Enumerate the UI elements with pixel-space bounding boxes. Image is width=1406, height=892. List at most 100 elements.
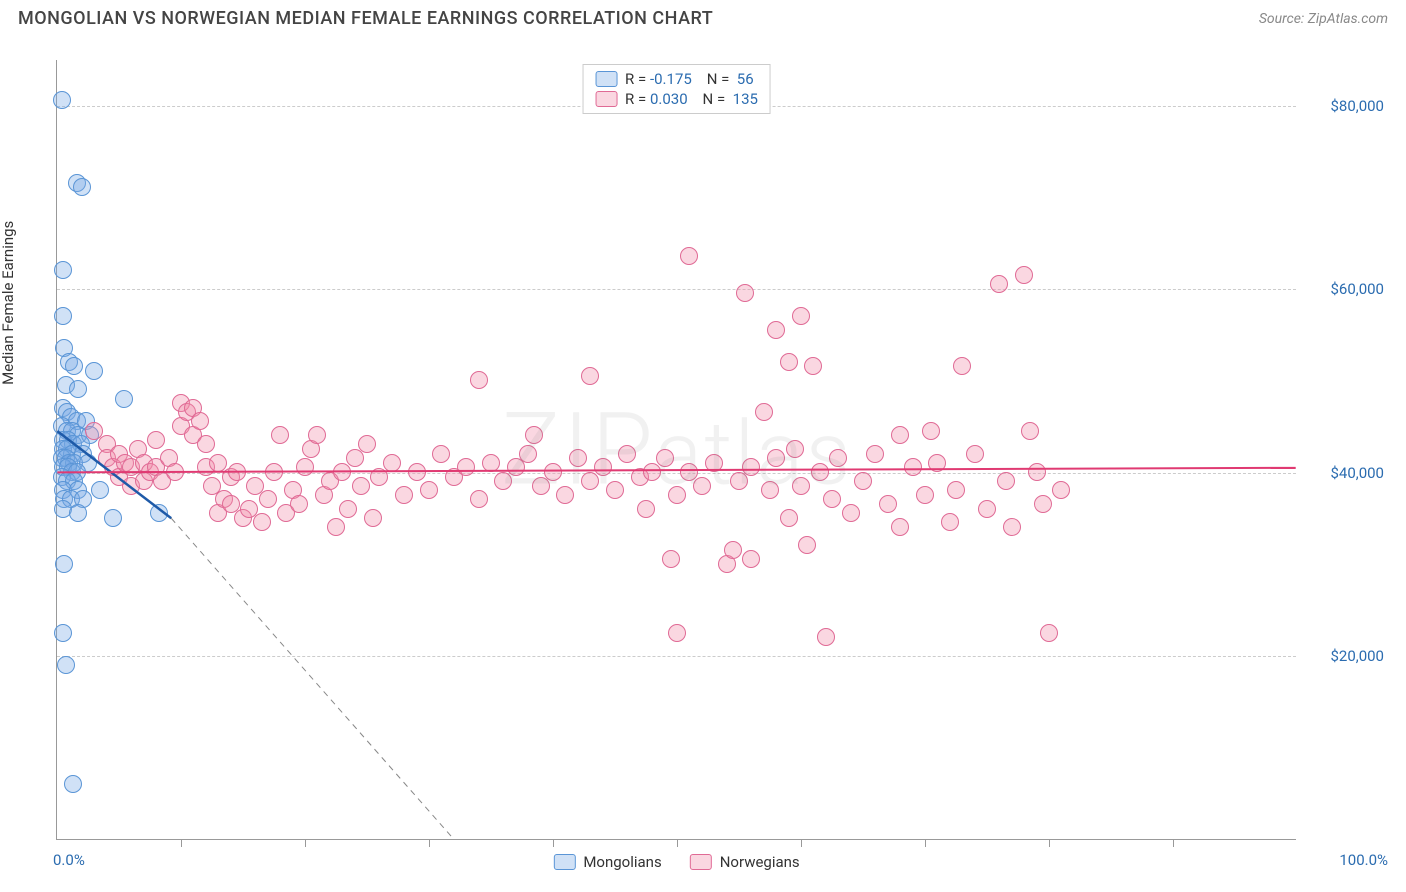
scatter-point bbox=[817, 628, 835, 646]
scatter-point bbox=[228, 463, 246, 481]
scatter-point bbox=[1003, 518, 1021, 536]
scatter-point bbox=[953, 357, 971, 375]
scatter-point bbox=[54, 261, 72, 279]
scatter-point bbox=[761, 481, 779, 499]
correlation-legend: R = -0.175 N = 56 R = 0.030 N = 135 bbox=[582, 64, 771, 114]
scatter-point bbox=[69, 380, 87, 398]
x-axis-min-label: 0.0% bbox=[53, 851, 85, 869]
scatter-point bbox=[990, 275, 1008, 293]
scatter-point bbox=[544, 463, 562, 481]
scatter-point bbox=[265, 463, 283, 481]
scatter-point bbox=[637, 500, 655, 518]
scatter-point bbox=[327, 518, 345, 536]
scatter-point bbox=[358, 435, 376, 453]
scatter-point bbox=[742, 458, 760, 476]
scatter-point bbox=[643, 463, 661, 481]
y-axis-label: Median Female Earnings bbox=[0, 221, 17, 385]
scatter-point bbox=[339, 500, 357, 518]
scatter-point bbox=[470, 371, 488, 389]
x-axis-max-label: 100.0% bbox=[1339, 851, 1388, 869]
scatter-point bbox=[64, 775, 82, 793]
scatter-point bbox=[346, 449, 364, 467]
scatter-point bbox=[290, 495, 308, 513]
scatter-point bbox=[525, 426, 543, 444]
scatter-point bbox=[54, 624, 72, 642]
x-tick bbox=[677, 839, 678, 847]
scatter-point bbox=[197, 435, 215, 453]
x-tick bbox=[181, 839, 182, 847]
scatter-point bbox=[166, 463, 184, 481]
legend-swatch-norwegians-b bbox=[690, 854, 712, 870]
scatter-point bbox=[941, 513, 959, 531]
scatter-point bbox=[408, 463, 426, 481]
scatter-point bbox=[352, 477, 370, 495]
y-tick-label: $60,000 bbox=[1304, 280, 1384, 298]
scatter-point bbox=[680, 247, 698, 265]
trend-lines-layer bbox=[57, 60, 1296, 839]
gridline bbox=[57, 656, 1296, 657]
scatter-point bbox=[91, 481, 109, 499]
x-tick bbox=[429, 839, 430, 847]
x-tick bbox=[1173, 839, 1174, 847]
x-tick bbox=[553, 839, 554, 847]
scatter-point bbox=[73, 178, 91, 196]
scatter-point bbox=[420, 481, 438, 499]
chart-source: Source: ZipAtlas.com bbox=[1259, 11, 1388, 27]
scatter-point bbox=[115, 390, 133, 408]
scatter-point bbox=[904, 458, 922, 476]
scatter-point bbox=[662, 550, 680, 568]
scatter-point bbox=[879, 495, 897, 513]
scatter-point bbox=[811, 463, 829, 481]
scatter-point bbox=[866, 445, 884, 463]
legend-text-norwegians: R = 0.030 N = 135 bbox=[625, 90, 758, 108]
scatter-point bbox=[767, 321, 785, 339]
scatter-point bbox=[829, 449, 847, 467]
scatter-point bbox=[767, 449, 785, 467]
scatter-point bbox=[922, 422, 940, 440]
scatter-point bbox=[916, 486, 934, 504]
gridline bbox=[57, 289, 1296, 290]
scatter-point bbox=[271, 426, 289, 444]
scatter-point bbox=[370, 468, 388, 486]
chart-container: Median Female Earnings ZIPatlas R = -0.1… bbox=[18, 44, 1388, 872]
scatter-point bbox=[104, 509, 122, 527]
scatter-point bbox=[532, 477, 550, 495]
legend-item-mongolians: Mongolians bbox=[553, 853, 661, 871]
scatter-point bbox=[736, 284, 754, 302]
scatter-point bbox=[364, 509, 382, 527]
scatter-point bbox=[1040, 624, 1058, 642]
scatter-point bbox=[1052, 481, 1070, 499]
scatter-point bbox=[928, 454, 946, 472]
scatter-point bbox=[147, 431, 165, 449]
scatter-point bbox=[57, 656, 75, 674]
scatter-point bbox=[53, 91, 71, 109]
scatter-point bbox=[54, 307, 72, 325]
series-legend: Mongolians Norwegians bbox=[553, 853, 799, 871]
scatter-point bbox=[724, 541, 742, 559]
scatter-point bbox=[556, 486, 574, 504]
scatter-point bbox=[1034, 495, 1052, 513]
scatter-point bbox=[1015, 266, 1033, 284]
legend-swatch-mongolians bbox=[595, 71, 617, 87]
scatter-point bbox=[1028, 463, 1046, 481]
scatter-point bbox=[854, 472, 872, 490]
scatter-point bbox=[798, 536, 816, 554]
scatter-point bbox=[891, 518, 909, 536]
scatter-point bbox=[65, 357, 83, 375]
scatter-point bbox=[618, 445, 636, 463]
scatter-point bbox=[792, 307, 810, 325]
legend-row-series2: R = 0.030 N = 135 bbox=[595, 89, 758, 109]
scatter-point bbox=[947, 481, 965, 499]
scatter-point bbox=[55, 555, 73, 573]
y-tick-label: $40,000 bbox=[1304, 464, 1384, 482]
legend-row-series1: R = -0.175 N = 56 bbox=[595, 69, 758, 89]
scatter-point bbox=[606, 481, 624, 499]
scatter-point bbox=[395, 486, 413, 504]
scatter-point bbox=[792, 477, 810, 495]
x-tick bbox=[925, 839, 926, 847]
scatter-point bbox=[432, 445, 450, 463]
scatter-point bbox=[191, 412, 209, 430]
plot-area: ZIPatlas R = -0.175 N = 56 R = 0.030 bbox=[56, 60, 1296, 840]
scatter-point bbox=[470, 490, 488, 508]
scatter-point bbox=[656, 449, 674, 467]
